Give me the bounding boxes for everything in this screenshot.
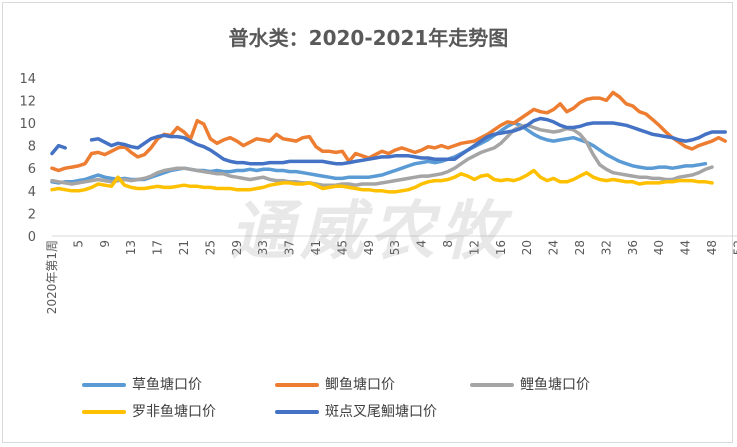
legend-label: 罗非鱼塘口价 [132, 404, 216, 420]
y-tick-label: 2 [28, 207, 36, 222]
y-tick-label: 10 [19, 117, 36, 132]
x-tick-label: 20 [520, 240, 534, 255]
x-tick-label: 36 [626, 240, 640, 255]
x-tick-label: 48 [705, 240, 719, 255]
x-tick-label: 49 [362, 240, 376, 255]
legend-swatch [275, 410, 319, 414]
y-tick-label: 12 [19, 94, 36, 109]
series-line-4 [50, 116, 727, 166]
x-tick-label: 8 [441, 240, 455, 248]
y-tick-label: 6 [28, 162, 36, 177]
series-line-3 [50, 168, 714, 194]
legend-label: 鲫鱼塘口价 [325, 377, 395, 393]
y-tick-label: 14 [19, 72, 36, 87]
x-tick-label: 13 [124, 240, 138, 255]
x-tick-label: 17 [151, 240, 165, 255]
x-tick-label: 52 [731, 240, 737, 255]
legend-swatch [82, 410, 126, 414]
chart-frame [2, 2, 733, 443]
series-line-0 [50, 121, 708, 185]
series-line-1 [50, 90, 727, 173]
x-tick-label: 12 [467, 240, 481, 255]
legend-label: 鲤鱼塘口价 [520, 377, 590, 393]
x-tick-label: 4 [415, 240, 429, 248]
y-tick-label: 8 [28, 140, 36, 155]
legend-label: 草鱼塘口价 [132, 377, 202, 393]
x-tick-label: 9 [98, 240, 112, 248]
legend-swatch [470, 383, 514, 387]
x-tick-label: 2020年第1周 [45, 240, 59, 314]
x-tick-label: 37 [283, 240, 297, 255]
x-tick-label: 40 [652, 240, 666, 255]
watermark-logo: 通威农牧 [230, 195, 510, 269]
x-tick-label: 16 [494, 240, 508, 255]
x-tick-label: 29 [230, 240, 244, 255]
x-tick-label: 44 [679, 240, 693, 255]
x-tick-label: 41 [309, 240, 323, 255]
x-tick-label: 28 [573, 240, 587, 255]
x-tick-label: 21 [177, 240, 191, 255]
series-line-2 [50, 123, 714, 187]
x-tick-label: 25 [203, 240, 217, 255]
y-tick-label: 4 [28, 185, 36, 200]
y-tick-label: 0 [28, 230, 36, 245]
x-tick-label: 24 [547, 240, 561, 255]
x-tick-label: 33 [256, 240, 270, 255]
chart-title: 普水类：2020-2021年走势图 [228, 26, 509, 50]
legend-swatch [82, 383, 126, 387]
x-tick-label: 32 [599, 240, 613, 255]
x-tick-label: 5 [71, 240, 85, 248]
x-tick-label: 53 [388, 240, 402, 255]
x-tick-label: 45 [335, 240, 349, 255]
legend-swatch [275, 383, 319, 387]
legend-label: 斑点叉尾鮰塘口价 [325, 404, 437, 420]
